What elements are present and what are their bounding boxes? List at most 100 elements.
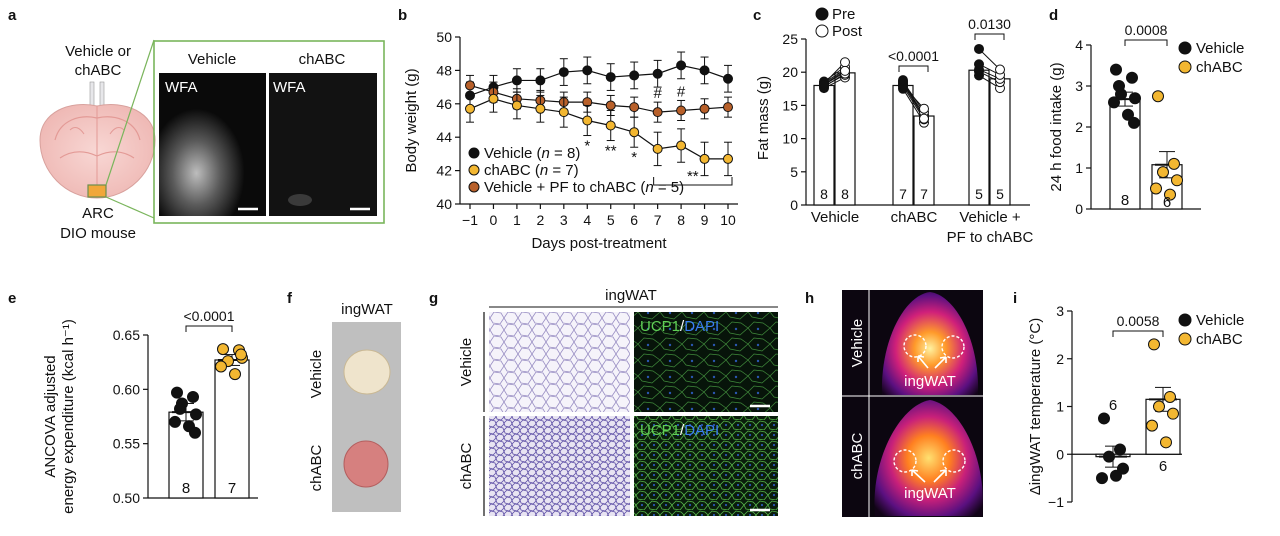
injection-label-line1: Vehicle or (65, 43, 131, 60)
ingwat-temperature-point (1103, 450, 1115, 463)
arrow-icon (917, 355, 929, 369)
series-point (535, 103, 546, 114)
series-point (699, 103, 710, 114)
series-point (511, 75, 522, 86)
bar-n-label: 5 (975, 186, 983, 202)
food-intake-point (1128, 116, 1140, 129)
bar-n-label: 8 (841, 186, 849, 202)
ingwat-roi-circle (893, 449, 917, 473)
bar-n-label: 8 (820, 186, 828, 202)
body-weight-x-tick-label: 2 (536, 212, 544, 228)
energy-expenditure-point (235, 348, 247, 361)
panel-i: i −1 0 1 2 3 ΔingWAT temperature (°C) 6 6 0.0058… (1013, 290, 1244, 510)
post-point (919, 103, 929, 114)
legend-marker (815, 24, 829, 38)
series-point (488, 93, 499, 104)
fat-mass-y-tick-label: 15 (782, 97, 798, 113)
fat-mass-bar (968, 69, 990, 206)
post-point (919, 113, 929, 124)
body-weight-x-tick-label: 5 (607, 212, 615, 228)
stain-label-chabc: WFA (273, 79, 306, 96)
legend-entry: Vehicle (1196, 312, 1244, 329)
legend-entry-part: = 7) (548, 162, 578, 179)
ingwat-chabc-photo (343, 440, 389, 488)
significance-marker: ** (687, 168, 699, 185)
legend-entry: Vehicle + PF to chABC (n = 5) (484, 179, 684, 196)
food-intake-y-tick-label: 2 (1075, 119, 1083, 135)
post-point (995, 64, 1005, 75)
f-row-chabc: chABC (308, 444, 325, 491)
food-intake-point (1129, 92, 1141, 105)
ingwat-temperature-y-tick-label: 1 (1056, 399, 1064, 415)
ucp1-label-vehicle: UCP1/DAPI (640, 318, 719, 335)
ingwat-temperature-point (1146, 419, 1158, 432)
ingwat-temperature-y-tick-label: 3 (1056, 303, 1064, 319)
legend-entry: chABC (n = 7) (484, 162, 579, 179)
significance-marker: ** (605, 143, 617, 160)
dio-mouse-label: DIO mouse (60, 225, 136, 242)
legend-entry: chABC (1196, 59, 1243, 76)
series-point (676, 105, 687, 116)
panel-e: e 0.50 0.55 0.60 0.65 ANCOVA adjusted energy … (8, 290, 258, 514)
energy-expenditure-y-tick-label: 0.55 (113, 436, 140, 452)
panel-b: b 40 42 44 46 48 50 −1 0 1 2 3 4 5 6 7 8 9 10 Days post-tr… (398, 7, 738, 252)
ingwat-temperature-point (1117, 462, 1129, 475)
body-weight-x-tick-label: 1 (513, 212, 521, 228)
legend-marker (468, 147, 480, 159)
bar-n-label: 8 (1121, 192, 1129, 209)
ingwat-temperature-point (1148, 338, 1160, 351)
h-row-chabc: chABC (849, 432, 866, 479)
body-weight-y-tick-label: 50 (436, 29, 452, 45)
pre-point (898, 75, 908, 86)
body-weight-x-tick-label: 9 (701, 212, 709, 228)
body-weight-y-tick-label: 48 (436, 62, 452, 78)
bar-n-label: 7 (899, 186, 907, 202)
panel-a: a Vehicle or chABC ARC DIO mouse Vehicle… (8, 7, 385, 242)
panel-letter-c: c (753, 7, 761, 24)
fat-mass-y-tick-label: 20 (782, 64, 798, 80)
panel-letter-i: i (1013, 290, 1017, 307)
body-weight-x-label: Days post-treatment (531, 235, 667, 252)
energy-expenditure-point (217, 343, 229, 356)
arrow-icon (934, 356, 947, 369)
energy-expenditure-point (215, 360, 227, 373)
food-intake-point (1126, 71, 1138, 84)
fat-mass-y-tick-label: 25 (782, 31, 798, 47)
energy-expenditure-point (187, 390, 199, 403)
energy-expenditure-point (169, 415, 181, 428)
legend-marker (468, 181, 480, 193)
legend-entry-part: n (645, 179, 653, 196)
energy-expenditure-y-tick-label: 0.65 (113, 327, 140, 343)
legend-marker (1178, 60, 1192, 74)
food-intake-y-tick-label: 0 (1075, 201, 1083, 217)
food-intake-y-tick-label: 3 (1075, 78, 1083, 94)
panel-letter-h: h (805, 290, 814, 307)
ingwat-temperature-y-tick-label: 0 (1056, 446, 1064, 462)
food-intake-point (1110, 63, 1122, 76)
fat-mass-category: chABC (891, 209, 938, 226)
legend-entry-part: n (542, 145, 550, 162)
body-weight-x-tick-label: 4 (583, 212, 591, 228)
food-intake-point (1157, 166, 1169, 179)
body-weight-legend: Vehicle (n = 8)chABC (n = 7)Vehicle + PF… (468, 145, 684, 196)
fat-mass-y-tick-label: 5 (790, 164, 798, 180)
series-point (535, 75, 546, 86)
wfa-image-vehicle (159, 73, 266, 216)
panel-f: f ingWAT Vehicle chABC (287, 290, 401, 512)
fat-mass-bracket (898, 65, 929, 72)
food-intake-y-tick-label: 1 (1075, 160, 1083, 176)
legend-entry: Vehicle (n = 8) (484, 145, 580, 162)
series-point (699, 153, 710, 164)
significance-marker: # (653, 85, 662, 102)
series-point (652, 68, 663, 79)
significance-bracket (653, 177, 733, 186)
arrow-icon (933, 469, 947, 483)
panel-letter-a: a (8, 7, 17, 24)
ingwat-temperature-point (1160, 436, 1172, 449)
series-line (469, 84, 729, 113)
series-point (723, 153, 733, 164)
fat-mass-bracket (974, 33, 1005, 40)
panel-letter-b: b (398, 7, 407, 24)
body-weight-y-label: Body weight (g) (403, 68, 420, 172)
